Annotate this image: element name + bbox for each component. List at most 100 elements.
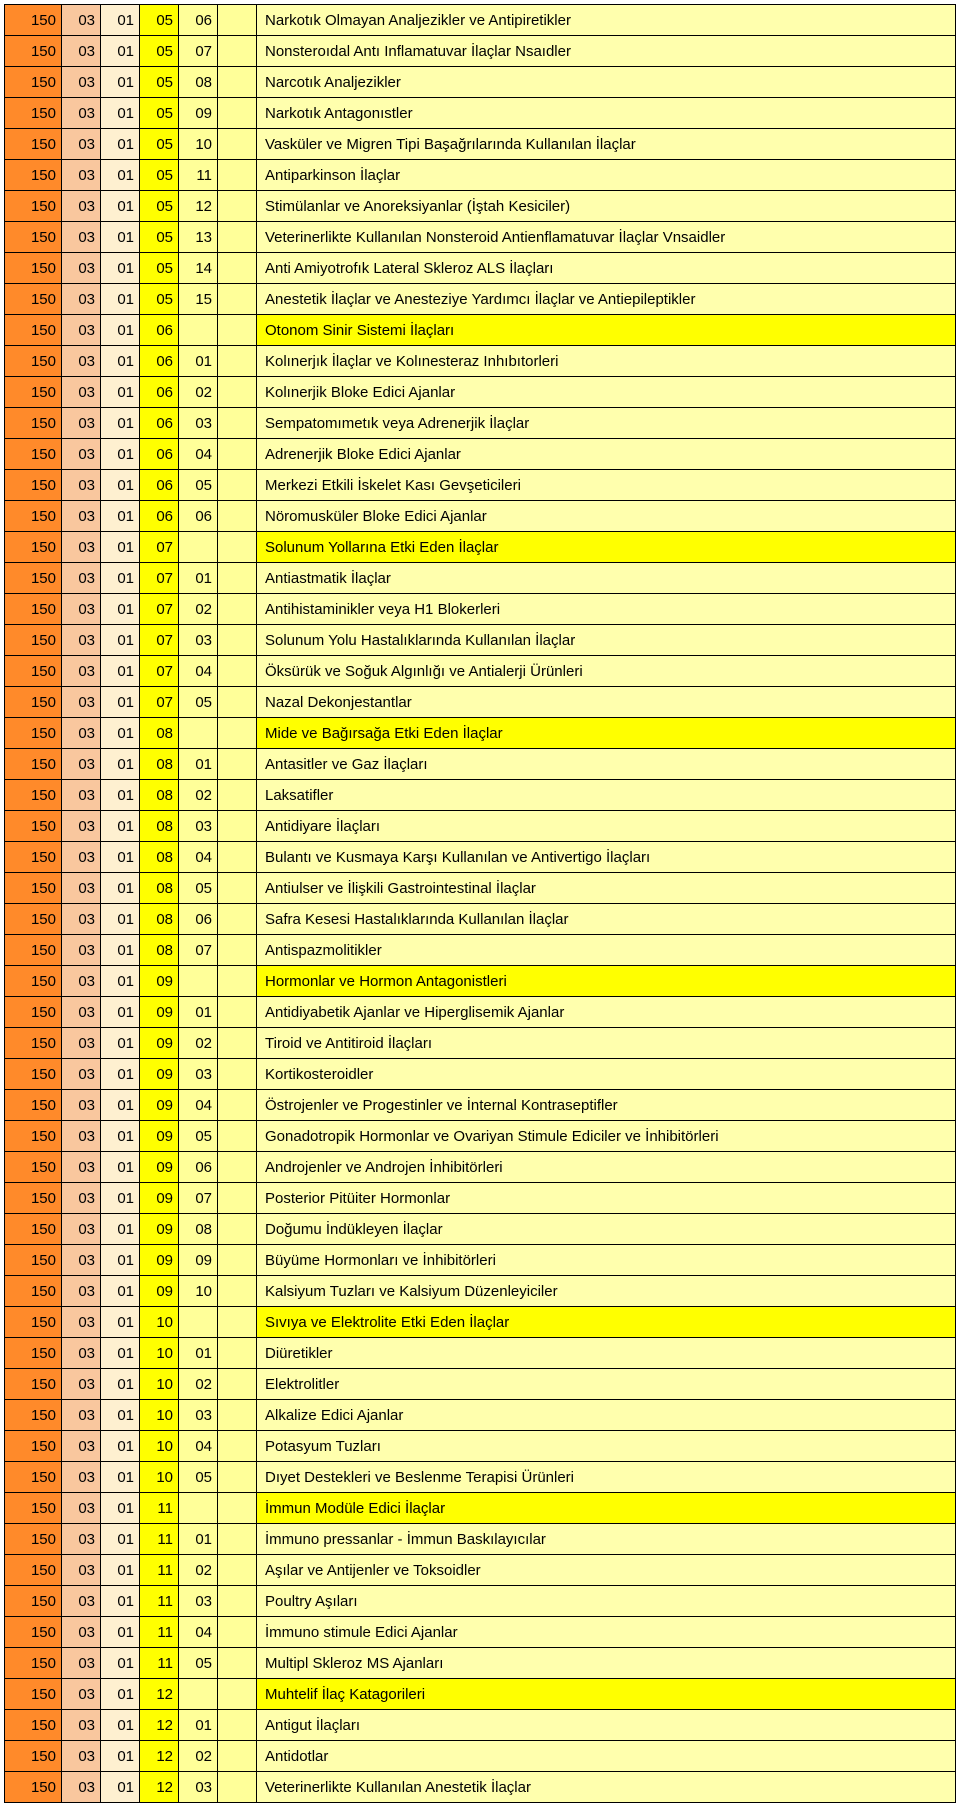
description-cell: Antigut İlaçları	[257, 1710, 956, 1741]
table-row: 15003010806Safra Kesesi Hastalıklarında …	[5, 904, 956, 935]
code-col-2: 03	[62, 1772, 101, 1803]
table-row: 15003010909Büyüme Hormonları ve İnhibitö…	[5, 1245, 956, 1276]
code-col-1: 150	[5, 1710, 62, 1741]
code-col-1: 150	[5, 1276, 62, 1307]
code-col-5: 04	[179, 1431, 218, 1462]
code-col-5: 06	[179, 5, 218, 36]
code-col-1: 150	[5, 1493, 62, 1524]
description-cell: Nonsteroıdal Antı Inflamatuvar İlaçlar N…	[257, 36, 956, 67]
description-cell: Diüretikler	[257, 1338, 956, 1369]
description-cell: Antiparkinson İlaçlar	[257, 160, 956, 191]
description-cell: Nöromusküler Bloke Edici Ajanlar	[257, 501, 956, 532]
code-col-1: 150	[5, 997, 62, 1028]
code-col-2: 03	[62, 780, 101, 811]
code-col-4: 08	[140, 811, 179, 842]
code-col-4: 08	[140, 842, 179, 873]
code-col-2: 03	[62, 1338, 101, 1369]
code-col-5: 06	[179, 904, 218, 935]
code-col-6	[218, 718, 257, 749]
code-col-6	[218, 1245, 257, 1276]
code-col-2: 03	[62, 1369, 101, 1400]
code-col-3: 01	[101, 1648, 140, 1679]
code-col-1: 150	[5, 718, 62, 749]
table-row: 15003010903Kortikosteroidler	[5, 1059, 956, 1090]
code-col-3: 01	[101, 1555, 140, 1586]
code-col-2: 03	[62, 408, 101, 439]
description-cell: Aşılar ve Antijenler ve Toksoidler	[257, 1555, 956, 1586]
code-col-2: 03	[62, 501, 101, 532]
code-col-1: 150	[5, 315, 62, 346]
description-cell: Antasitler ve Gaz İlaçları	[257, 749, 956, 780]
code-col-3: 01	[101, 1338, 140, 1369]
description-cell: Merkezi Etkili İskelet Kası Gevşeticiler…	[257, 470, 956, 501]
description-cell: Posterior Pitüiter Hormonlar	[257, 1183, 956, 1214]
code-col-2: 03	[62, 222, 101, 253]
code-col-4: 09	[140, 1059, 179, 1090]
code-col-4: 11	[140, 1617, 179, 1648]
description-cell: Mide ve Bağırsağa Etki Eden İlaçlar	[257, 718, 956, 749]
code-col-1: 150	[5, 1183, 62, 1214]
code-col-4: 08	[140, 904, 179, 935]
code-col-2: 03	[62, 687, 101, 718]
code-col-1: 150	[5, 284, 62, 315]
code-col-2: 03	[62, 1741, 101, 1772]
code-col-4: 08	[140, 749, 179, 780]
table-row: 15003011102Aşılar ve Antijenler ve Tokso…	[5, 1555, 956, 1586]
description-cell: Adrenerjik Bloke Edici Ajanlar	[257, 439, 956, 470]
code-col-6	[218, 1679, 257, 1710]
code-col-3: 01	[101, 656, 140, 687]
table-row: 15003010513Veterinerlikte Kullanılan Non…	[5, 222, 956, 253]
code-col-3: 01	[101, 842, 140, 873]
description-cell: Kortikosteroidler	[257, 1059, 956, 1090]
code-col-1: 150	[5, 36, 62, 67]
code-col-1: 150	[5, 1152, 62, 1183]
code-col-1: 150	[5, 1617, 62, 1648]
table-row: 15003010510Vasküler ve Migren Tipi Başağ…	[5, 129, 956, 160]
code-col-5: 02	[179, 780, 218, 811]
code-col-5: 11	[179, 160, 218, 191]
code-col-2: 03	[62, 160, 101, 191]
code-col-4: 12	[140, 1772, 179, 1803]
code-col-2: 03	[62, 1059, 101, 1090]
code-col-5: 04	[179, 1090, 218, 1121]
code-col-3: 01	[101, 1369, 140, 1400]
code-col-6	[218, 1462, 257, 1493]
table-row: 15003011003Alkalize Edici Ajanlar	[5, 1400, 956, 1431]
code-col-6	[218, 1493, 257, 1524]
code-col-6	[218, 253, 257, 284]
code-col-2: 03	[62, 1555, 101, 1586]
table-row: 15003010511Antiparkinson İlaçlar	[5, 160, 956, 191]
description-cell: Kolınerjık İlaçlar ve Kolınesteraz Inhıb…	[257, 346, 956, 377]
table-row: 15003010801Antasitler ve Gaz İlaçları	[5, 749, 956, 780]
code-col-6	[218, 842, 257, 873]
description-cell: Veterinerlikte Kullanılan Anestetik İlaç…	[257, 1772, 956, 1803]
description-cell: Laksatifler	[257, 780, 956, 811]
code-col-1: 150	[5, 1028, 62, 1059]
code-col-4: 05	[140, 284, 179, 315]
table-row: 150030112Muhtelif İlaç Katagorileri	[5, 1679, 956, 1710]
code-col-3: 01	[101, 687, 140, 718]
code-col-4: 09	[140, 1090, 179, 1121]
code-col-3: 01	[101, 1183, 140, 1214]
description-cell: Antidiyare İlaçları	[257, 811, 956, 842]
code-col-6	[218, 625, 257, 656]
code-col-4: 10	[140, 1369, 179, 1400]
code-col-4: 07	[140, 532, 179, 563]
code-col-2: 03	[62, 997, 101, 1028]
code-col-5: 01	[179, 997, 218, 1028]
code-col-5: 03	[179, 1400, 218, 1431]
code-col-1: 150	[5, 687, 62, 718]
code-col-5	[179, 1307, 218, 1338]
code-col-2: 03	[62, 36, 101, 67]
code-col-3: 01	[101, 1152, 140, 1183]
code-col-6	[218, 873, 257, 904]
description-cell: Androjenler ve Androjen İnhibitörleri	[257, 1152, 956, 1183]
code-col-3: 01	[101, 1710, 140, 1741]
code-col-1: 150	[5, 5, 62, 36]
code-col-5: 06	[179, 501, 218, 532]
code-col-5: 08	[179, 67, 218, 98]
code-col-5: 05	[179, 873, 218, 904]
code-col-2: 03	[62, 98, 101, 129]
description-cell: Elektrolitler	[257, 1369, 956, 1400]
code-col-6	[218, 67, 257, 98]
